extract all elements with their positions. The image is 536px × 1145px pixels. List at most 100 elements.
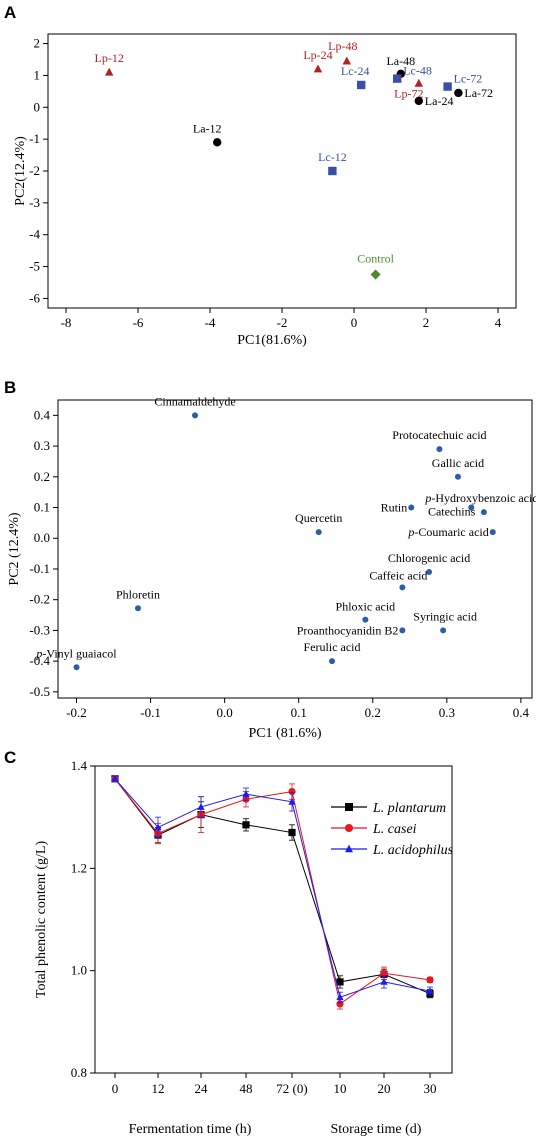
point-gallic-acid: [454, 473, 461, 480]
y-tick-label: -0.4: [29, 653, 50, 668]
point-lc-24: [357, 80, 366, 90]
point-label-lp-24: Lp-24: [303, 48, 332, 62]
x-axis-title: PC1 (81.6%): [248, 726, 321, 741]
point-label-phloretin: Phloretin: [116, 587, 160, 601]
x-axis-title: PC1(81.6%): [237, 333, 307, 348]
y-tick-label: -0.3: [29, 622, 50, 637]
panel-label-c: C: [4, 748, 16, 767]
y-tick-label: 0.1: [34, 500, 50, 515]
x-axis-title-fermentation: Fermentation time (h): [129, 1122, 252, 1137]
point-p-vinyl-guaiacol: [73, 664, 80, 671]
y-tick-label: 0.0: [34, 530, 50, 545]
y-tick-label: -2: [29, 163, 40, 178]
y-tick-label: 0.2: [34, 469, 50, 484]
series-0-point: [242, 821, 250, 829]
x-tick-label: 10: [334, 1081, 347, 1096]
legend-marker-1: [345, 824, 353, 832]
series-line-2: [114, 778, 431, 998]
point-label-la-48: La-48: [386, 54, 415, 68]
series-2-point: [154, 823, 162, 831]
series-2-point: [380, 977, 388, 985]
legend-marker-2: [345, 844, 353, 853]
plot-frame: [94, 765, 453, 1074]
point-label-syringic-acid: Syringic acid: [413, 609, 477, 623]
point-ferulic-acid: [329, 658, 336, 665]
y-tick-label: 1: [34, 67, 41, 82]
point-syringic-acid: [440, 627, 447, 634]
y-tick-label: -0.1: [29, 561, 50, 576]
x-tick-label: 30: [424, 1081, 437, 1096]
point-label-la-12: La-12: [193, 121, 222, 135]
y-axis-title: Total phenolic content (g/L): [34, 841, 49, 999]
point-label-phloxic-acid: Phloxic acid: [336, 600, 396, 614]
x-tick-label: -6: [133, 315, 144, 330]
series-line-1: [114, 778, 431, 1005]
x-tick-label: 12: [152, 1081, 165, 1096]
point-la-24: [414, 96, 423, 106]
x-tick-label: -4: [205, 315, 216, 330]
y-tick-label: -3: [29, 195, 40, 210]
y-tick-label: 0.3: [34, 438, 50, 453]
point-label-caffeic-acid: Caffeic acid: [369, 568, 427, 582]
point-lc-72: [443, 82, 452, 91]
legend-marker-0: [345, 803, 353, 811]
point-phloretin: [134, 605, 141, 612]
point-la-72: [454, 88, 463, 98]
point-rutin: [408, 504, 415, 511]
panel-label-b: B: [4, 378, 16, 397]
point-label-p-vinyl-guaiacol: p-Vinyl guaiacol: [35, 646, 117, 660]
x-tick-label: 0.1: [291, 705, 307, 720]
x-tick-label: 0.0: [217, 705, 233, 720]
y-tick-label: 1.4: [71, 758, 88, 773]
y-tick-label: 0.4: [34, 407, 51, 422]
x-tick-label: -2: [277, 315, 288, 330]
x-tick-label: 4: [495, 315, 502, 330]
pca-loadings-plot: -0.2 -0.1 0.0 0.1 0.2 0.3 0.4 0.4 0.3 0.2 0.1 0.0 -0…: [7, 394, 536, 741]
point-phloxic-acid: [362, 616, 369, 623]
point-label-lp-48: Lp-48: [328, 39, 357, 53]
phenolic-content-line-chart: 0 12 24 48 72 (0) 10 20 30 1.4 1.2 1.0 0.8 Fermentat…: [34, 758, 454, 1137]
y-axis-title: PC2 (12.4%): [7, 512, 22, 585]
y-tick-label: -0.5: [29, 684, 50, 699]
point-label-gallic-acid: Gallic acid: [432, 456, 484, 470]
series-2-point: [426, 987, 434, 995]
point-label-protocatechuic-acid: Protocatechuic acid: [392, 428, 486, 442]
x-tick-label: 20: [378, 1081, 391, 1096]
point-lp-72: [414, 78, 423, 87]
x-tick-label: -0.1: [140, 705, 161, 720]
point-label-p-coumaric-acid: p-Coumaric acid: [407, 525, 488, 539]
x-tick-label: 24: [195, 1081, 209, 1096]
point-label-catechins: Catechins: [428, 505, 476, 519]
x-tick-label: 0: [112, 1081, 119, 1096]
x-tick-label: -0.2: [66, 705, 87, 720]
legend-label-2: L. acidophilus: [372, 843, 454, 858]
x-tick-label: 48: [240, 1081, 253, 1096]
series-0-point: [336, 978, 344, 986]
point-caffeic-acid: [399, 584, 406, 591]
series-2-point: [111, 774, 119, 782]
series-1-point: [380, 969, 388, 977]
y-tick-label: 1.0: [71, 963, 87, 978]
series-2-point: [197, 802, 205, 810]
point-lc-48: [393, 74, 402, 83]
point-proanthocyanidin-b2: [399, 627, 406, 634]
y-tick-label: -1: [29, 131, 40, 146]
point-la-12: [213, 138, 222, 147]
x-tick-label: 2: [423, 315, 430, 330]
y-tick-label: 0.8: [71, 1065, 87, 1080]
point-protocatechuic-acid: [436, 446, 443, 453]
point-label-lc-72: Lc-72: [454, 72, 483, 86]
panel-label-a: A: [4, 3, 16, 22]
series-2-point: [242, 790, 250, 798]
legend-label-0: L. plantarum: [372, 801, 446, 816]
point-label-lc-24: Lc-24: [341, 64, 370, 78]
pca-scores-plot: -8 -6 -4 -2 0 2 4 2 1 0 -1 -2 -3 -4 -5 -6 PC1(81.6%) PC2(…: [13, 33, 517, 348]
y-tick-label: -6: [29, 290, 40, 305]
point-lc-12: [328, 166, 337, 176]
point-cinnamaldehyde: [192, 412, 199, 419]
point-label-la-24: La-24: [425, 94, 454, 108]
x-tick-label: 72 (0): [276, 1081, 307, 1096]
plot-frame: [57, 399, 533, 699]
point-label-cinnamaldehyde: Cinnamaldehyde: [154, 394, 235, 408]
point-lp-24: [313, 64, 323, 73]
